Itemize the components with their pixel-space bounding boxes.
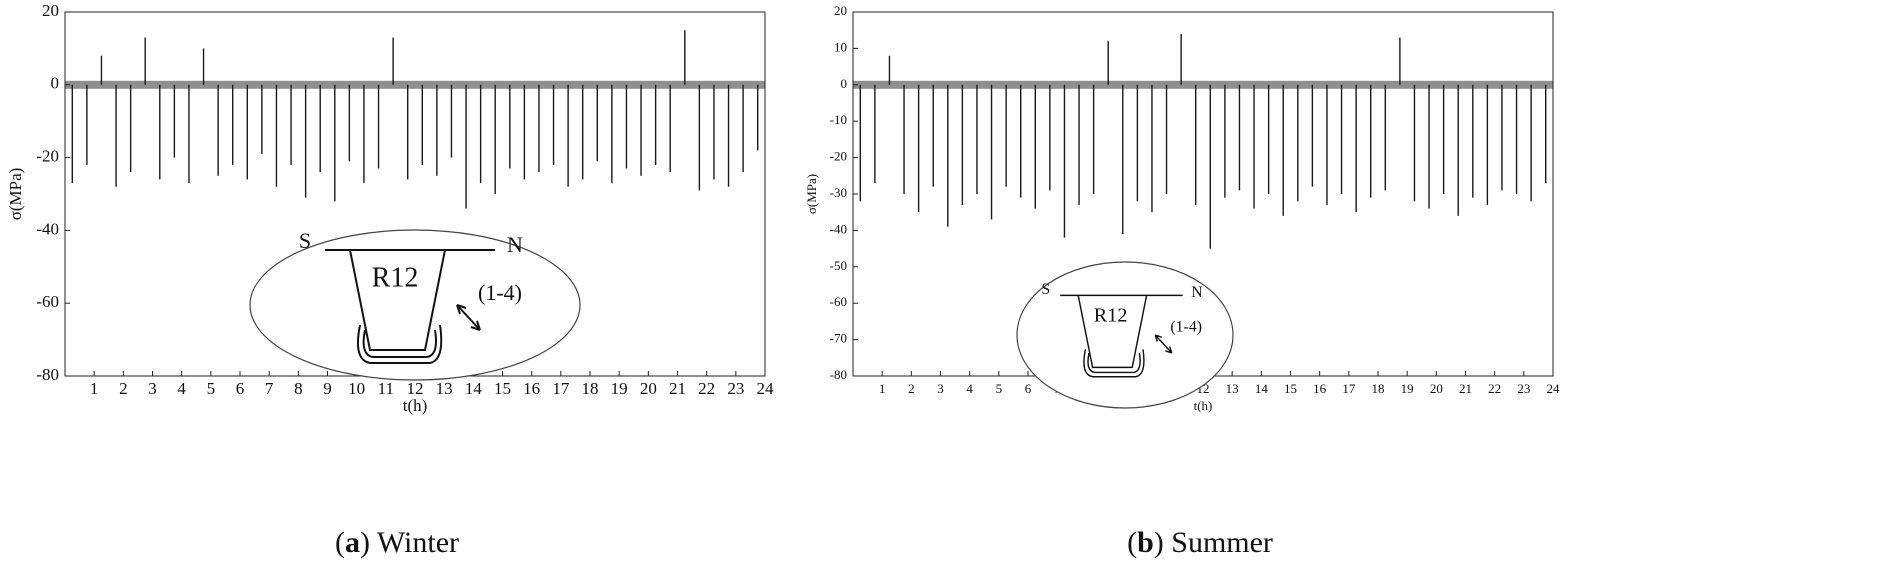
x-tick-label: 9 xyxy=(323,379,332,398)
x-tick-label: 16 xyxy=(1313,381,1327,396)
x-tick-label: 14 xyxy=(465,379,483,398)
zero-band xyxy=(853,80,1553,89)
inset-label: (1-4) xyxy=(478,280,522,305)
x-tick-label: 4 xyxy=(966,381,973,396)
x-tick-label: 22 xyxy=(698,379,715,398)
x-tick-label: 22 xyxy=(1488,381,1501,396)
rib-base xyxy=(357,324,443,364)
x-tick-label: 6 xyxy=(1025,381,1032,396)
y-tick-label: 20 xyxy=(834,3,847,18)
y-tick-label: 10 xyxy=(834,39,847,54)
y-tick-label: -60 xyxy=(830,294,847,309)
x-tick-label: 18 xyxy=(582,379,599,398)
x-tick-label: 24 xyxy=(1547,381,1561,396)
y-tick-label: 0 xyxy=(841,76,848,91)
y-tick-label: -20 xyxy=(36,147,59,166)
caption: (a) Winter xyxy=(335,526,459,559)
x-tick-label: 17 xyxy=(1342,381,1356,396)
y-tick-label: -80 xyxy=(830,367,847,382)
x-tick-label: 5 xyxy=(996,381,1003,396)
x-tick-label: 11 xyxy=(378,379,394,398)
x-tick-label: 17 xyxy=(552,379,570,398)
arrow xyxy=(456,304,481,331)
x-tick-label: 23 xyxy=(727,379,744,398)
caption-part: ) Summer xyxy=(1154,526,1273,559)
x-tick-label: 7 xyxy=(265,379,274,398)
x-axis-label: t(h) xyxy=(1194,398,1213,413)
inset-label: (1-4) xyxy=(1170,318,1202,335)
x-axis-label: t(h) xyxy=(403,396,428,415)
x-tick-label: 15 xyxy=(1284,381,1297,396)
y-axis-label: σ(MPa) xyxy=(804,174,819,214)
y-tick-label: -10 xyxy=(830,112,847,127)
inset-ellipse xyxy=(1016,261,1234,409)
caption-part: ) Winter xyxy=(360,526,459,559)
y-tick-label: -60 xyxy=(36,292,59,311)
zero-band xyxy=(65,80,765,89)
x-tick-label: 24 xyxy=(757,379,775,398)
inset-ellipse xyxy=(249,229,581,381)
y-tick-label: -70 xyxy=(830,331,847,346)
y-tick-label: -40 xyxy=(830,221,847,236)
inset: S N R12 (1-4) xyxy=(249,228,581,381)
x-tick-label: 6 xyxy=(236,379,245,398)
caption-part: ( xyxy=(335,526,345,559)
x-tick-label: 5 xyxy=(207,379,216,398)
y-axis-label: σ(MPa) xyxy=(6,168,25,221)
inset-label: R12 xyxy=(1094,305,1128,327)
x-tick-label: 15 xyxy=(494,379,511,398)
x-tick-label: 19 xyxy=(1401,381,1414,396)
y-tick-label: 20 xyxy=(42,1,59,20)
x-tick-label: 3 xyxy=(148,379,157,398)
x-tick-label: 19 xyxy=(611,379,628,398)
inset-label: R12 xyxy=(372,262,419,293)
caption-part: b xyxy=(1137,526,1154,559)
x-tick-label: 21 xyxy=(669,379,686,398)
arrow xyxy=(1154,334,1173,354)
x-tick-label: 23 xyxy=(1517,381,1530,396)
x-tick-label: 1 xyxy=(879,381,886,396)
x-tick-label: 2 xyxy=(119,379,128,398)
y-tick-label: -50 xyxy=(830,258,847,273)
y-tick-label: -30 xyxy=(830,185,847,200)
x-tick-label: 13 xyxy=(1226,381,1239,396)
x-tick-label: 13 xyxy=(436,379,453,398)
x-tick-label: 18 xyxy=(1372,381,1385,396)
inset-label: S xyxy=(1041,281,1050,298)
rib xyxy=(1077,295,1148,369)
rib-base xyxy=(1083,349,1145,378)
x-tick-label: 8 xyxy=(294,379,303,398)
x-tick-label: 10 xyxy=(348,379,365,398)
x-tick-label: 4 xyxy=(177,379,186,398)
x-tick-label: 14 xyxy=(1255,381,1269,396)
x-tick-label: 21 xyxy=(1459,381,1472,396)
inset-label: S xyxy=(299,228,311,253)
caption: (b) Summer xyxy=(1127,526,1273,559)
x-tick-label: 20 xyxy=(640,379,657,398)
x-tick-label: 16 xyxy=(523,379,540,398)
x-tick-label: 3 xyxy=(937,381,944,396)
x-tick-label: 20 xyxy=(1430,381,1443,396)
inset-label: N xyxy=(507,232,523,257)
x-tick-label: 2 xyxy=(908,381,915,396)
y-tick-label: -80 xyxy=(36,365,59,384)
y-tick-label: 0 xyxy=(51,74,60,93)
inset-label: N xyxy=(1191,284,1203,301)
y-tick-label: -40 xyxy=(36,219,59,238)
x-tick-label: 12 xyxy=(407,379,424,398)
inset: S N R12 (1-4) xyxy=(1016,261,1234,409)
caption-part: a xyxy=(345,526,360,559)
y-tick-label: -20 xyxy=(830,149,847,164)
rib xyxy=(349,249,446,351)
x-tick-label: 1 xyxy=(90,379,99,398)
caption-part: ( xyxy=(1127,526,1137,559)
